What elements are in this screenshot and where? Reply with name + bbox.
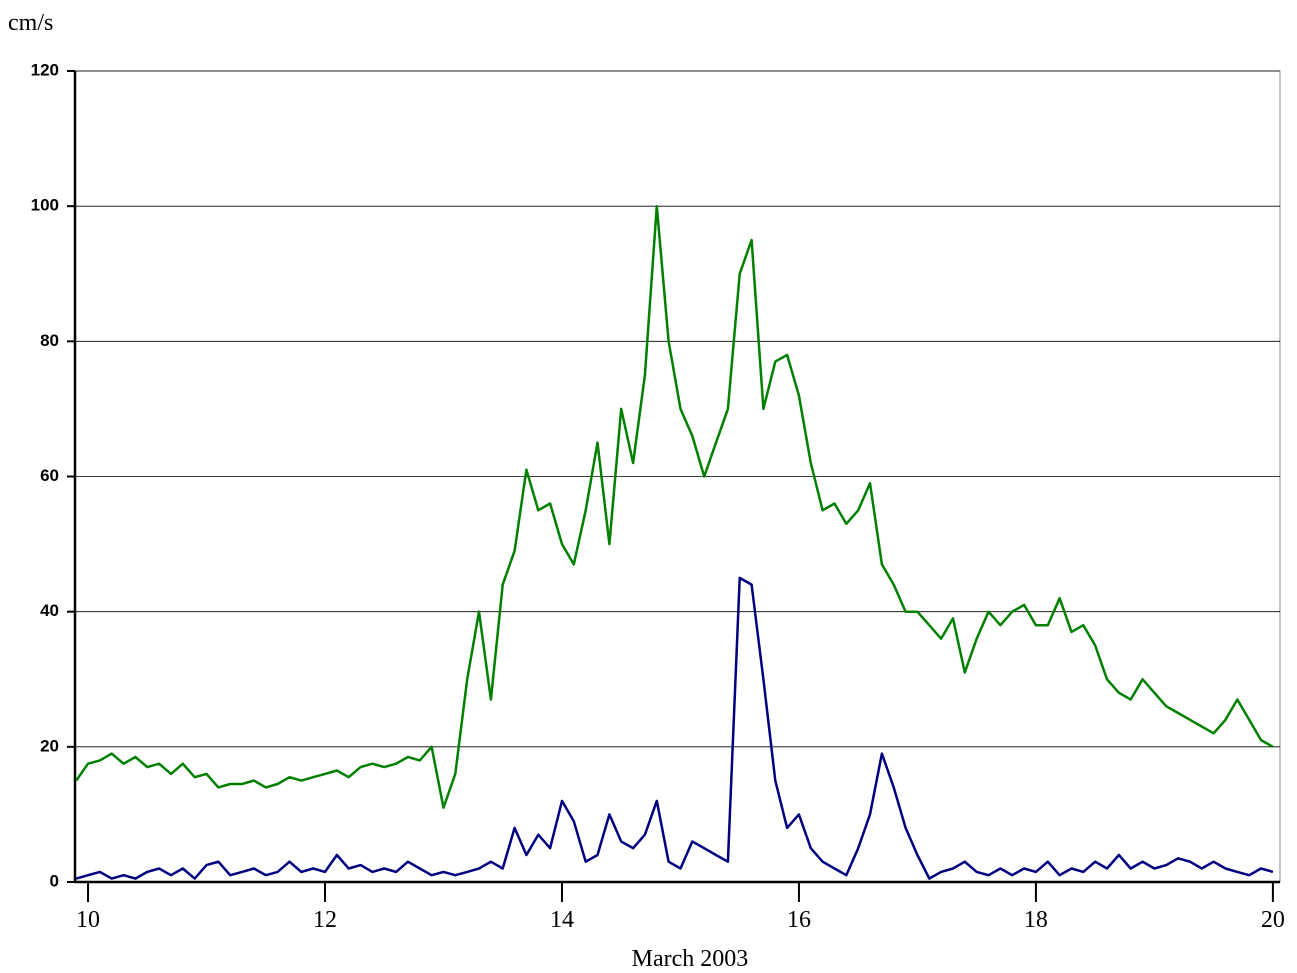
- y-tick-label: 100: [31, 196, 59, 215]
- y-tick-label: 80: [40, 331, 59, 350]
- y-tick-label: 120: [31, 60, 59, 79]
- x-tick-label: 12: [313, 907, 337, 933]
- x-tick-label: 14: [550, 907, 574, 933]
- x-tick-label: 10: [76, 907, 100, 933]
- y-tick-label: 60: [40, 466, 59, 485]
- y-tick-label: 0: [50, 871, 59, 890]
- y-axis-label: cm/s: [8, 10, 53, 36]
- y-tick-label: 40: [40, 601, 59, 620]
- x-tick-label: 18: [1024, 907, 1048, 933]
- x-axis-label: March 2003: [632, 946, 749, 972]
- data-line: [75, 204, 1274, 809]
- x-tick-label: 20: [1261, 907, 1285, 933]
- y-tick-label: 20: [40, 736, 59, 755]
- x-tick-label: 16: [787, 907, 811, 933]
- data-line: [75, 576, 1274, 880]
